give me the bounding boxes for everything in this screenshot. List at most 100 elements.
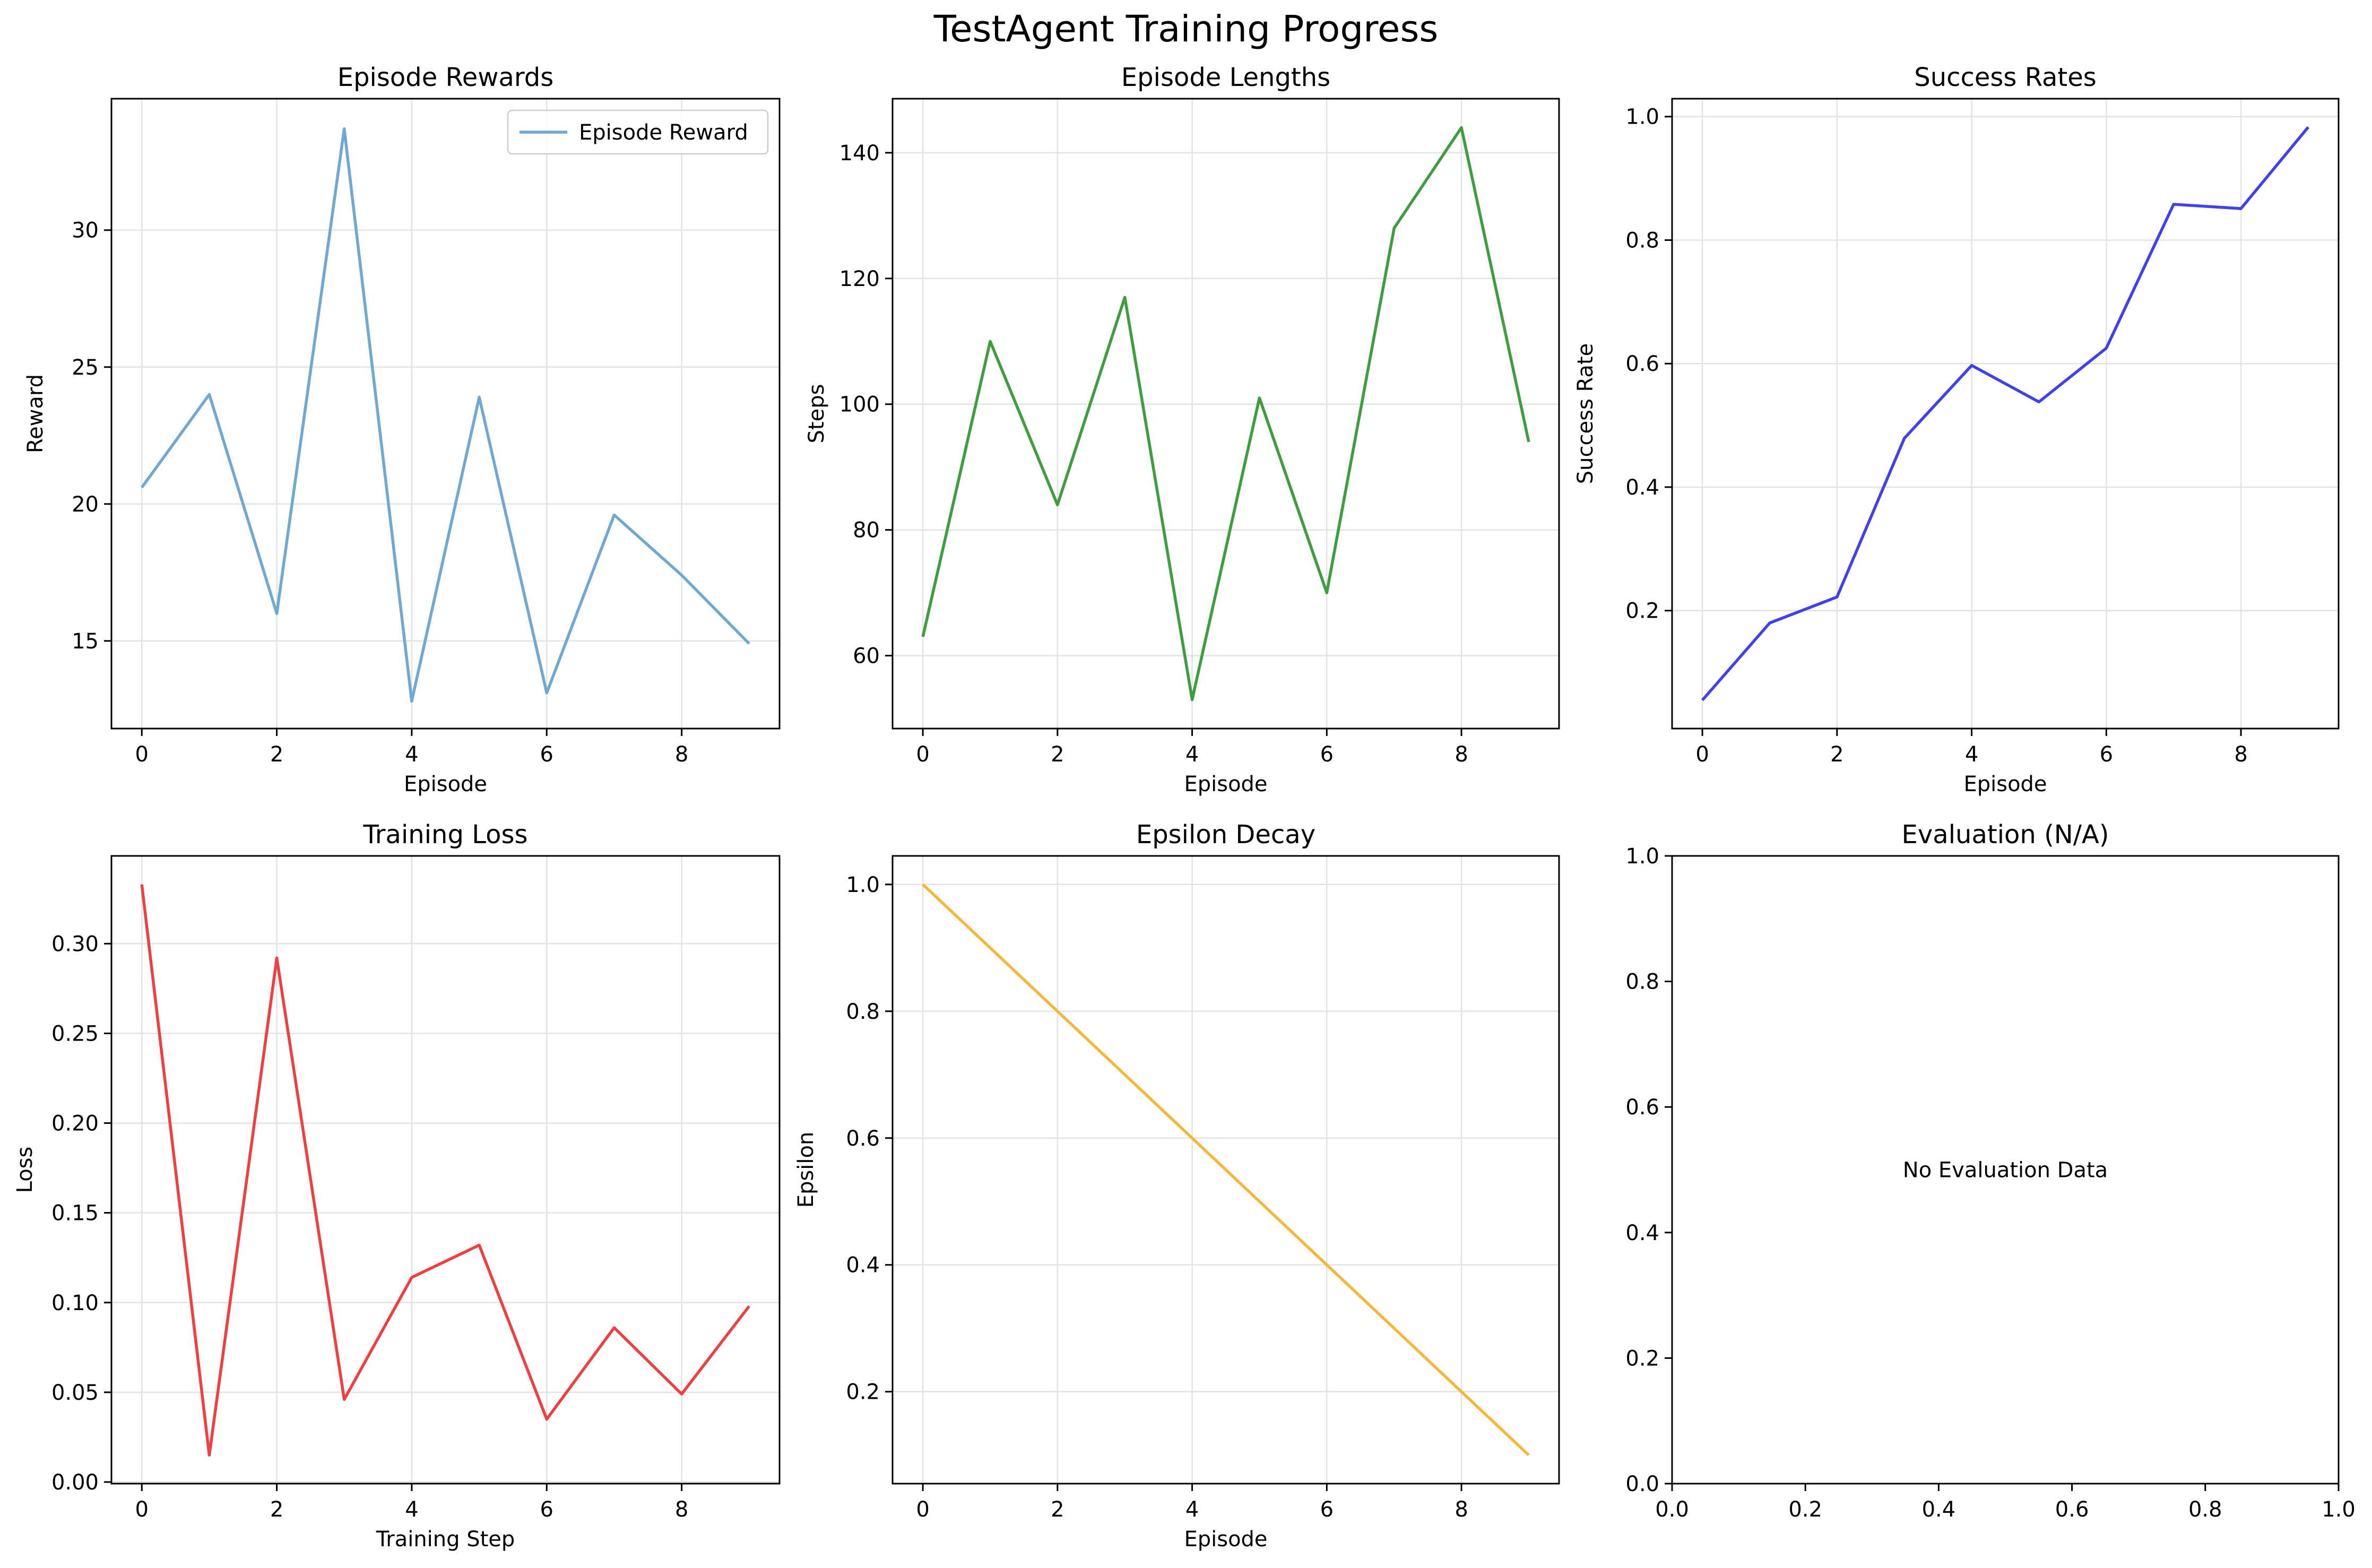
y-tick-label: 15 <box>72 629 99 654</box>
y-axis-label: Reward <box>23 374 48 453</box>
x-axis-label: Episode <box>1963 772 2047 796</box>
y-tick-label: 0.10 <box>51 1291 99 1315</box>
subplot-3: 0 2 4 6 8 0.2 0.4 0.6 0.8 1.0 Success Rates Episode… <box>1573 63 2340 796</box>
y-tick-label: 0.4 <box>1625 1221 1659 1245</box>
axes-frame <box>1671 98 2340 730</box>
x-tick-label: 0 <box>916 1497 929 1522</box>
y-tick-label: 0.15 <box>51 1201 99 1226</box>
subplot-title: Episode Rewards <box>337 63 554 92</box>
x-tick-label: 2 <box>1051 1497 1064 1522</box>
x-axis-label: Episode <box>404 772 487 796</box>
x-tick-label: 8 <box>2234 742 2247 767</box>
subplot-1: 0 2 4 6 8 15 20 25 30 Episode Rewards Episode Rewar… <box>23 63 781 796</box>
x-tick-label: 1.0 <box>2322 1497 2356 1522</box>
x-tick-label: 6 <box>1320 742 1334 767</box>
x-tick-label: 8 <box>1455 1497 1468 1522</box>
figure-title: TestAgent Training Progress <box>933 8 1439 50</box>
y-tick-label: 0.00 <box>51 1470 99 1495</box>
y-tick-label: 0.4 <box>846 1253 880 1278</box>
y-axis-label: Loss <box>13 1147 37 1193</box>
y-tick-label: 25 <box>72 356 99 380</box>
x-tick-label: 2 <box>270 1497 283 1522</box>
x-tick-label: 4 <box>405 742 418 767</box>
y-tick-label: 120 <box>839 267 880 291</box>
series-line-1 <box>1701 126 2310 701</box>
axes-frame <box>1671 855 2340 1485</box>
y-tick-label: 0.30 <box>51 932 99 956</box>
axes-frame <box>110 855 781 1485</box>
y-tick-label: 0.2 <box>1625 1346 1659 1371</box>
x-tick-label: 4 <box>405 1497 418 1522</box>
axes-frame <box>110 98 781 730</box>
subplot-4: 0 2 4 6 8 0.00 0.05 0.10 0.15 0.20 0.25 0.30 Trainin… <box>13 820 781 1552</box>
subplot-6: 0.0 0.2 0.4 0.6 0.8 1.0 0.0 0.2 0.4 0.6 0.8 1.0 Eval… <box>1625 820 2355 1522</box>
x-tick-label: 6 <box>540 742 553 767</box>
y-tick-label: 0.2 <box>846 1380 880 1405</box>
y-tick-label: 0.8 <box>846 1000 880 1024</box>
y-tick-label: 30 <box>72 219 99 243</box>
y-tick-label: 1.0 <box>846 873 880 897</box>
subplot-title: Success Rates <box>1914 63 2097 92</box>
x-tick-label: 4 <box>1965 742 1978 767</box>
y-tick-label: 0.05 <box>51 1381 99 1405</box>
y-tick-label: 0.6 <box>846 1127 880 1151</box>
x-tick-label: 8 <box>1455 742 1468 767</box>
y-tick-label: 20 <box>72 492 99 517</box>
y-tick-label: 100 <box>839 393 880 417</box>
x-tick-label: 6 <box>1320 1497 1334 1522</box>
y-tick-label: 1.0 <box>1625 105 1659 129</box>
y-tick-label: 1.0 <box>1625 844 1659 869</box>
x-axis-label: Training Step <box>376 1527 515 1552</box>
series-line-1 <box>921 126 1530 701</box>
y-tick-label: 0.6 <box>1625 1095 1659 1120</box>
x-tick-label: 0.4 <box>1922 1497 1956 1522</box>
y-tick-label: 0.2 <box>1625 599 1659 623</box>
x-tick-label: 0 <box>135 742 149 767</box>
subplot-5: 0 2 4 6 8 0.2 0.4 0.6 0.8 1.0 Epsilon Decay Episode… <box>794 820 1560 1552</box>
subplot-title: Epsilon Decay <box>1136 820 1315 850</box>
y-axis-label: Epsilon <box>794 1132 818 1208</box>
y-tick-label: 0.8 <box>1625 228 1659 253</box>
series-line-1 <box>140 884 750 1457</box>
x-tick-label: 4 <box>1185 742 1199 767</box>
x-tick-label: 2 <box>1830 742 1843 767</box>
y-tick-label: 0.4 <box>1625 475 1659 500</box>
y-tick-label: 0.0 <box>1625 1472 1659 1496</box>
subplot-title: Evaluation (N/A) <box>1902 820 2109 850</box>
y-tick-label: 0.25 <box>51 1021 99 1046</box>
x-tick-label: 4 <box>1185 1497 1199 1522</box>
subplot-2: 0 2 4 6 8 60 80 100 120 140 Episode Lengths Episode… <box>804 63 1560 796</box>
x-tick-label: 8 <box>675 1497 688 1522</box>
y-tick-label: 0.6 <box>1625 352 1659 376</box>
x-tick-label: 0.6 <box>2055 1497 2089 1522</box>
x-tick-label: 6 <box>540 1497 553 1522</box>
axes-frame <box>891 855 1560 1485</box>
x-tick-label: 0 <box>135 1497 149 1522</box>
y-tick-label: 60 <box>853 644 880 669</box>
x-tick-label: 6 <box>2100 742 2113 767</box>
x-tick-label: 0.0 <box>1655 1497 1689 1522</box>
y-tick-label: 140 <box>839 141 880 166</box>
legend: Episode Reward <box>507 109 769 155</box>
x-tick-label: 2 <box>270 742 283 767</box>
y-tick-label: 80 <box>853 518 880 543</box>
y-tick-label: 0.20 <box>51 1112 99 1136</box>
x-tick-label: 0.8 <box>2188 1497 2222 1522</box>
series-line-1 <box>140 127 750 703</box>
y-axis-label: Steps <box>804 384 829 444</box>
axes-frame <box>891 98 1560 730</box>
y-tick-label: 0.8 <box>1625 970 1659 994</box>
x-axis-label: Episode <box>1184 772 1267 796</box>
legend-label: Episode Reward <box>579 120 748 145</box>
subplot-title: Training Loss <box>363 820 528 850</box>
y-axis-label: Success Rate <box>1573 343 1598 484</box>
x-tick-label: 8 <box>675 742 688 767</box>
x-tick-label: 0.2 <box>1788 1497 1822 1522</box>
x-axis-label: Episode <box>1184 1527 1267 1552</box>
x-tick-label: 0 <box>916 742 929 767</box>
no-data-annotation: No Evaluation Data <box>1903 1158 2108 1183</box>
x-tick-label: 2 <box>1051 742 1064 767</box>
legend-box <box>507 109 769 155</box>
subplot-title: Episode Lengths <box>1121 63 1330 92</box>
